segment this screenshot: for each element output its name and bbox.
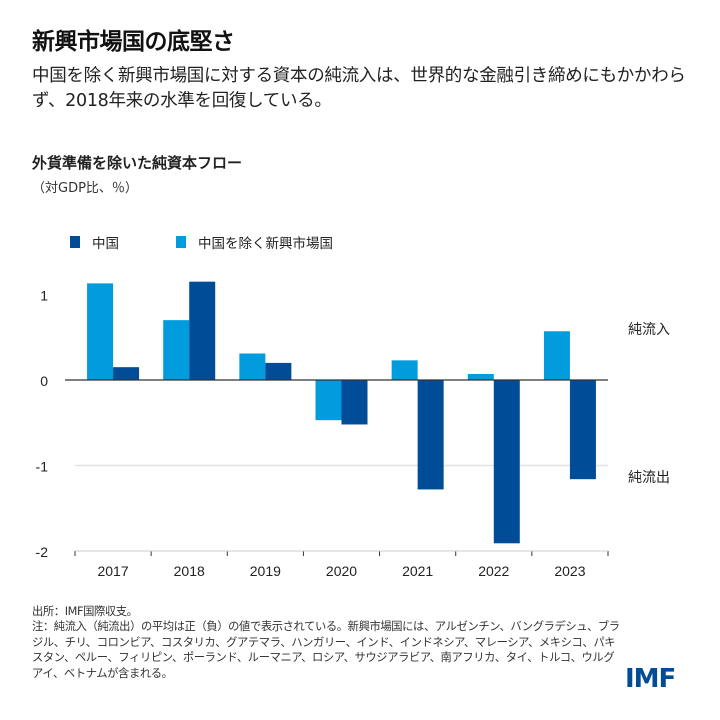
chart-title: 外貨準備を除いた純資本フロー: [32, 154, 243, 172]
subtitle: 中国を除く新興市場国に対する資本の純流入は、世界的な金融引き締めにもかかわらず、…: [32, 66, 686, 111]
bar-china-2019: [265, 362, 292, 380]
bar-china-2021: [417, 380, 444, 490]
bar-em-2017: [87, 283, 114, 380]
y-tick-label: 1: [40, 288, 48, 304]
x-tick-label: 2023: [554, 563, 585, 579]
x-tick-label: 2017: [97, 563, 128, 579]
bar-em-2020: [315, 380, 342, 421]
x-tick-label: 2021: [402, 563, 433, 579]
legend-label-china: 中国: [92, 236, 119, 252]
bar-china-2023: [569, 380, 596, 480]
annotation-outflow: 純流出: [628, 470, 670, 486]
y-tick-label: -1: [36, 459, 49, 475]
x-tick-label: 2019: [250, 563, 281, 579]
chart-unit: （対GDP比、％）: [32, 181, 138, 196]
footnote: 出所：IMF国際収支。 注：純流入（純流出）の平均は正（負）の値で表示されている…: [32, 604, 622, 681]
legend-swatch-em: [176, 236, 186, 248]
x-tick-label: 2018: [174, 563, 205, 579]
legend-em: 中国を除く新興市場国: [176, 232, 333, 252]
legend-swatch-china: [70, 236, 80, 248]
bar-em-2019: [239, 353, 266, 380]
bar-china-2020: [341, 380, 368, 425]
bar-em-2023: [543, 331, 570, 380]
x-tick-label: 2022: [478, 563, 509, 579]
x-tick-label: 2020: [326, 563, 357, 579]
annotation-inflow: 純流入: [628, 322, 670, 338]
legend-china: 中国: [70, 232, 119, 252]
imf-logo: IMF: [625, 664, 676, 694]
y-tick-label: 0: [40, 373, 48, 389]
bar-china-2017: [113, 367, 140, 380]
y-tick-label: -2: [36, 544, 49, 560]
bar-em-2018: [163, 320, 190, 380]
bar-em-2021: [391, 360, 418, 380]
note-text: 注：純流入（純流出）の平均は正（負）の値で表示されている。新興市場国には、アルゼ…: [32, 620, 620, 680]
bar-china-2018: [189, 281, 216, 380]
source-text: 出所：IMF国際収支。: [32, 605, 138, 618]
page-title: 新興市場国の底堅さ: [32, 29, 235, 55]
legend-label-em: 中国を除く新興市場国: [198, 236, 333, 252]
bar-em-2022: [467, 374, 494, 380]
bar-china-2022: [493, 380, 520, 544]
